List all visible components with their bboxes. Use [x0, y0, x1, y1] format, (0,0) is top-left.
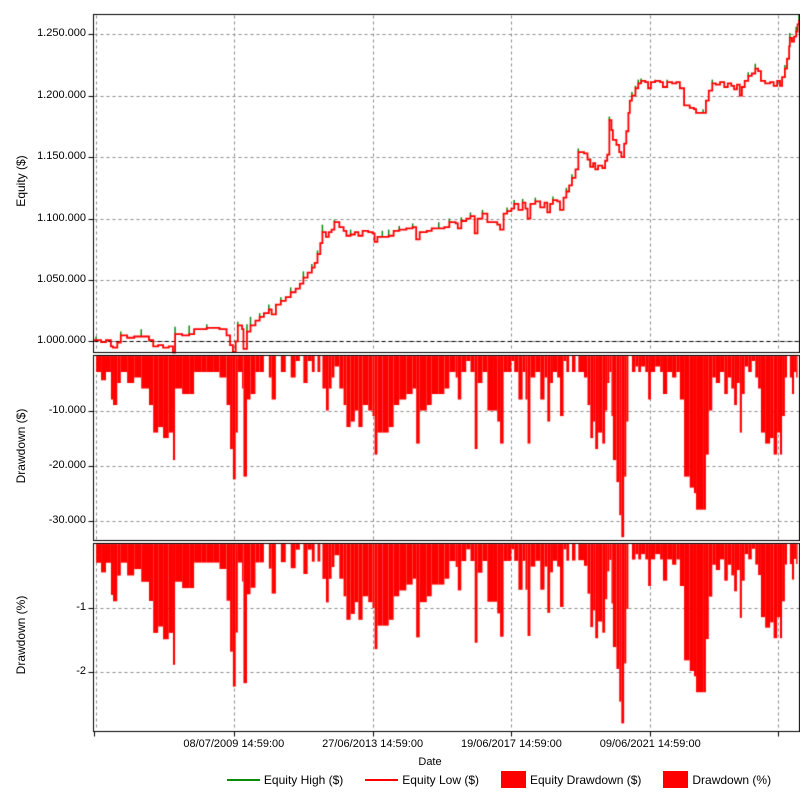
y-tick-label: 1.200.000: [37, 88, 86, 101]
x-axis-title-date: Date: [418, 756, 442, 768]
y-tick-label: 1.150.000: [37, 150, 86, 163]
x-tick-label: 09/06/2021 14:59:00: [599, 738, 701, 750]
y-tick-label: -20.000: [48, 458, 86, 471]
y-tick-label: -2: [76, 665, 86, 678]
legend-item-equity-drawdown: Equity Drawdown ($): [501, 771, 641, 788]
legend-label: Equity High ($): [263, 772, 344, 787]
x-tick-label: 19/06/2017 14:59:00: [460, 738, 562, 750]
y-tick-label: 1.050.000: [37, 272, 86, 285]
legend: Equity High ($) Equity Low ($) Equity Dr…: [99, 771, 800, 788]
y-tick-label: -10.000: [48, 403, 86, 416]
y-tick-label: 1.250.000: [37, 27, 86, 40]
y-axis-title-equity: Equity ($): [14, 155, 28, 207]
legend-label: Drawdown (%): [692, 772, 772, 787]
legend-label: Equity Drawdown ($): [530, 772, 642, 787]
y-tick-label: 1.100.000: [37, 211, 86, 224]
equity-high-line-swatch: [226, 778, 260, 781]
legend-item-equity-high: Equity High ($): [226, 772, 344, 787]
legend-item-drawdown-pct: Drawdown (%): [663, 771, 771, 788]
y-axis-title-drawdown-usd: Drawdown ($): [14, 408, 28, 484]
y-tick-label: 1.000.000: [37, 334, 86, 347]
y-axis-title-drawdown-pct: Drawdown (%): [14, 595, 28, 675]
y-tick-label: -30.000: [48, 513, 86, 526]
equity-low-line-swatch: [365, 778, 399, 781]
y-tick-label: -1: [76, 600, 86, 613]
legend-label: Equity Low ($): [402, 772, 479, 787]
legend-item-equity-low: Equity Low ($): [365, 773, 479, 787]
equity-drawdown-swatch: [501, 771, 526, 788]
x-tick-label: 27/06/2013 14:59:00: [322, 738, 424, 750]
drawdown-pct-swatch: [663, 771, 689, 788]
x-tick-label: 08/07/2009 14:59:00: [183, 738, 285, 750]
